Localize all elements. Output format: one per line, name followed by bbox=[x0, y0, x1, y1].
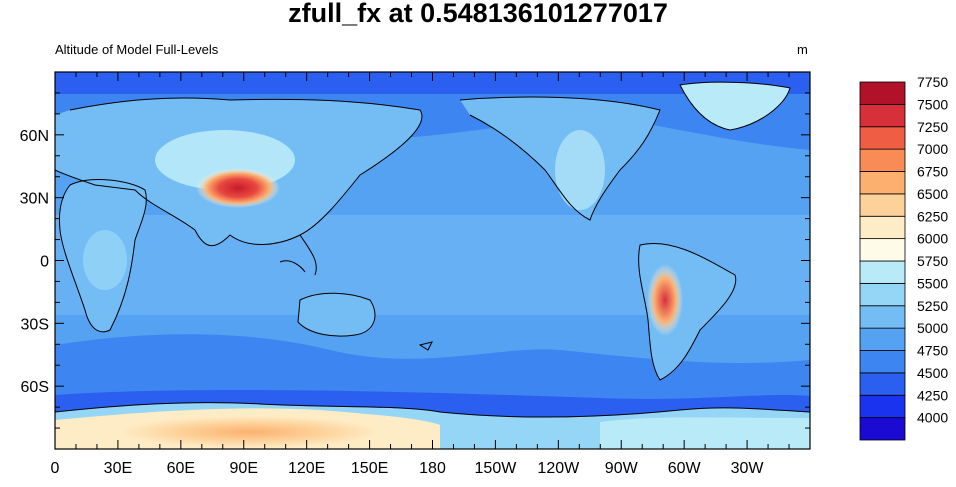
x-tick-label: 150E bbox=[351, 460, 388, 477]
colorbar-label: 6250 bbox=[917, 208, 948, 224]
colorbar-box bbox=[859, 282, 906, 307]
colorbar-box bbox=[859, 417, 906, 441]
australia-land bbox=[298, 293, 375, 337]
y-tick-label: 0 bbox=[40, 254, 49, 271]
greenland-land bbox=[680, 82, 790, 130]
colorbar-label: 7500 bbox=[917, 96, 948, 112]
x-tick-label: 90W bbox=[605, 460, 639, 477]
colorbar: 4000 4250 4500 4750 5000 5250 5500 5750 6000 6250… bbox=[859, 74, 948, 441]
colorbar-box bbox=[859, 327, 906, 351]
colorbar-label: 4250 bbox=[917, 387, 948, 403]
colorbar-box bbox=[859, 238, 906, 262]
africa-highlands bbox=[83, 230, 127, 290]
colorbar-label: 5500 bbox=[917, 275, 948, 291]
west-antarctica bbox=[600, 417, 810, 449]
coastlines bbox=[55, 81, 810, 418]
antarctic-plateau bbox=[120, 416, 380, 448]
colorbar-box bbox=[859, 372, 906, 396]
rockies-highlands bbox=[555, 130, 605, 210]
colorbar-box bbox=[859, 171, 906, 195]
x-tick-label: 30W bbox=[731, 460, 765, 477]
colorbar-label: 6500 bbox=[917, 186, 948, 202]
x-axis: 0 30E 60E 90E 120E 150E 180 150W 120W 90W 60W 30W bbox=[51, 72, 811, 477]
x-tick-label: 180 bbox=[419, 460, 446, 477]
colorbar-label: 5250 bbox=[917, 298, 948, 314]
x-tick-label: 120W bbox=[537, 460, 580, 477]
y-axis: 60N 30N 0 30S 60S bbox=[20, 92, 810, 429]
x-tick-label: 150W bbox=[475, 460, 518, 477]
colorbar-box bbox=[859, 81, 906, 105]
colorbar-box bbox=[859, 193, 906, 217]
colorbar-label: 5000 bbox=[917, 320, 948, 336]
colorbar-label: 7750 bbox=[917, 74, 948, 90]
y-tick-label: 60N bbox=[20, 128, 49, 145]
map-field bbox=[55, 72, 810, 449]
x-tick-label: 120E bbox=[288, 460, 325, 477]
x-tick-label: 0 bbox=[51, 460, 60, 477]
y-tick-label: 60S bbox=[21, 379, 49, 396]
tibetan-plateau bbox=[196, 168, 280, 208]
units-label: m bbox=[797, 42, 808, 57]
colorbar-label: 7000 bbox=[917, 141, 948, 157]
colorbar-label: 4000 bbox=[917, 410, 948, 426]
colorbar-box bbox=[859, 215, 906, 240]
colorbar-label: 6000 bbox=[917, 231, 948, 247]
colorbar-label: 6750 bbox=[917, 164, 948, 180]
colorbar-label: 4500 bbox=[917, 365, 948, 381]
andes-highlands bbox=[647, 264, 683, 336]
colorbar-label: 5750 bbox=[917, 253, 948, 269]
colorbar-box bbox=[859, 305, 906, 329]
colorbar-box bbox=[859, 126, 906, 150]
left-string: Altitude of Model Full-Levels bbox=[55, 42, 219, 57]
x-tick-label: 60W bbox=[668, 460, 702, 477]
colorbar-box bbox=[859, 148, 906, 172]
y-tick-label: 30N bbox=[20, 191, 49, 208]
y-tick-label: 30S bbox=[21, 316, 49, 333]
colorbar-label: 7250 bbox=[917, 119, 948, 135]
x-tick-label: 90E bbox=[230, 460, 258, 477]
x-tick-label: 30E bbox=[104, 460, 132, 477]
colorbar-box bbox=[859, 394, 906, 419]
colorbar-box bbox=[859, 103, 906, 128]
x-tick-label: 60E bbox=[167, 460, 195, 477]
plot-title: zfull_fx at 0.548136101277017 bbox=[288, 0, 668, 28]
colorbar-label: 4750 bbox=[917, 343, 948, 359]
colorbar-box bbox=[859, 260, 906, 284]
colorbar-box bbox=[859, 350, 906, 374]
